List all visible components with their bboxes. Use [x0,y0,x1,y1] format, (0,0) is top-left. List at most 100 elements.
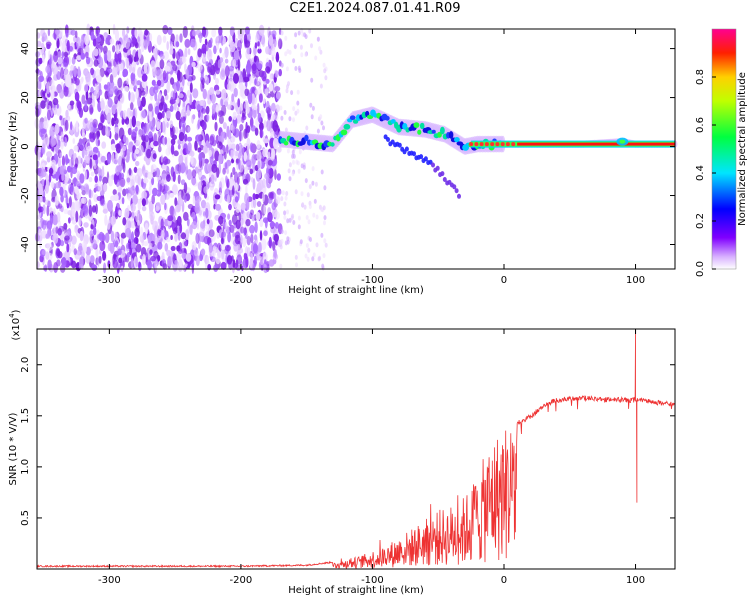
noise-blob [54,195,59,206]
noise-blob [256,150,262,162]
noise-blob [189,82,193,93]
noise-blob [257,41,260,47]
noise-blob [56,211,61,223]
noise-blob [294,254,298,260]
noise-blob [237,59,241,71]
noise-blob [64,176,68,186]
noise-blob [291,153,295,159]
noise-blob [224,244,231,252]
noise-blob [117,185,123,193]
spectrogram-y-tick-label: 20 [20,91,31,104]
noise-blob [285,88,289,94]
noise-blob [135,160,140,167]
noise-blob [259,230,263,241]
noise-blob [61,155,66,167]
noise-blob [73,248,78,256]
noise-blob [153,132,158,143]
noise-blob [101,141,107,149]
noise-blob [153,140,159,147]
noise-blob [204,38,208,46]
spectrogram-frame [36,28,676,270]
noise-blob [160,154,164,163]
noise-blob [217,141,220,149]
noise-blob [89,255,95,264]
noise-blob [296,160,300,166]
noise-blob [89,134,96,143]
noise-blob [234,234,241,245]
noise-blob [262,148,268,158]
noise-blob [258,242,262,253]
noise-blob [179,33,183,43]
noise-blob [300,52,304,58]
noise-blob [41,143,46,155]
noise-blob [180,232,187,240]
noise-blob [176,97,180,104]
noise-blob [250,233,254,244]
carrier-peak [505,142,510,147]
noise-blob [111,117,115,127]
noise-blob [310,77,314,83]
noise-blob [244,26,250,35]
noise-blob [216,42,219,51]
noise-blob [70,184,74,193]
noise-blob [243,151,248,162]
noise-blob [161,120,166,133]
noise-blob [80,52,86,60]
noise-blob [102,208,108,214]
noise-blob [71,219,77,225]
noise-blob [55,182,61,189]
noise-blob [70,121,73,131]
noise-blob [46,43,51,50]
noise-blob [148,103,153,112]
noise-blob [195,255,200,267]
track-blob [283,141,289,146]
noise-blob [164,193,170,200]
noise-blob [235,219,241,230]
noise-blob [273,193,277,200]
noise-blob [196,134,201,142]
noise-blob [297,168,301,174]
noise-blob [159,54,165,60]
noise-blob [60,240,65,247]
noise-blob [299,239,303,245]
noise-blob [264,259,267,265]
noise-blob [320,232,324,238]
noise-blob [104,52,108,64]
noise-blob [135,185,139,193]
noise-blob [231,255,234,262]
noise-blob [162,163,167,172]
spectrogram-x-ticks: -300 -200 -100 0 100 [98,29,645,286]
noise-blob [258,78,262,89]
noise-blob [112,45,116,53]
noise-blob [209,87,215,96]
noise-blob [236,114,242,124]
noise-blob [152,187,158,197]
noise-blob [114,132,119,141]
noise-blob [44,264,48,272]
noise-blob [66,165,72,173]
snr-plot-area [37,329,675,569]
noise-blob [178,93,184,99]
noise-blob [217,242,221,250]
noise-blob [84,170,88,181]
noise-blob [280,115,284,121]
noise-blob [276,146,282,153]
noise-blob [143,241,149,247]
noise-blob [187,142,192,151]
noise-blob [100,100,106,111]
noise-blob [54,123,60,135]
track-blob [448,131,454,139]
noise-blob [272,241,276,252]
noise-blob [271,202,277,211]
noise-blob [71,103,74,110]
noise-blob [260,33,266,45]
noise-blob [208,242,213,253]
noise-blob [222,231,226,238]
noise-blob [81,190,86,196]
colorbar-frame [711,28,737,270]
noise-blob [118,210,122,217]
noise-blob [54,50,58,56]
noise-blob [294,66,298,71]
noise-blob [283,110,287,115]
noise-blob [210,93,216,104]
